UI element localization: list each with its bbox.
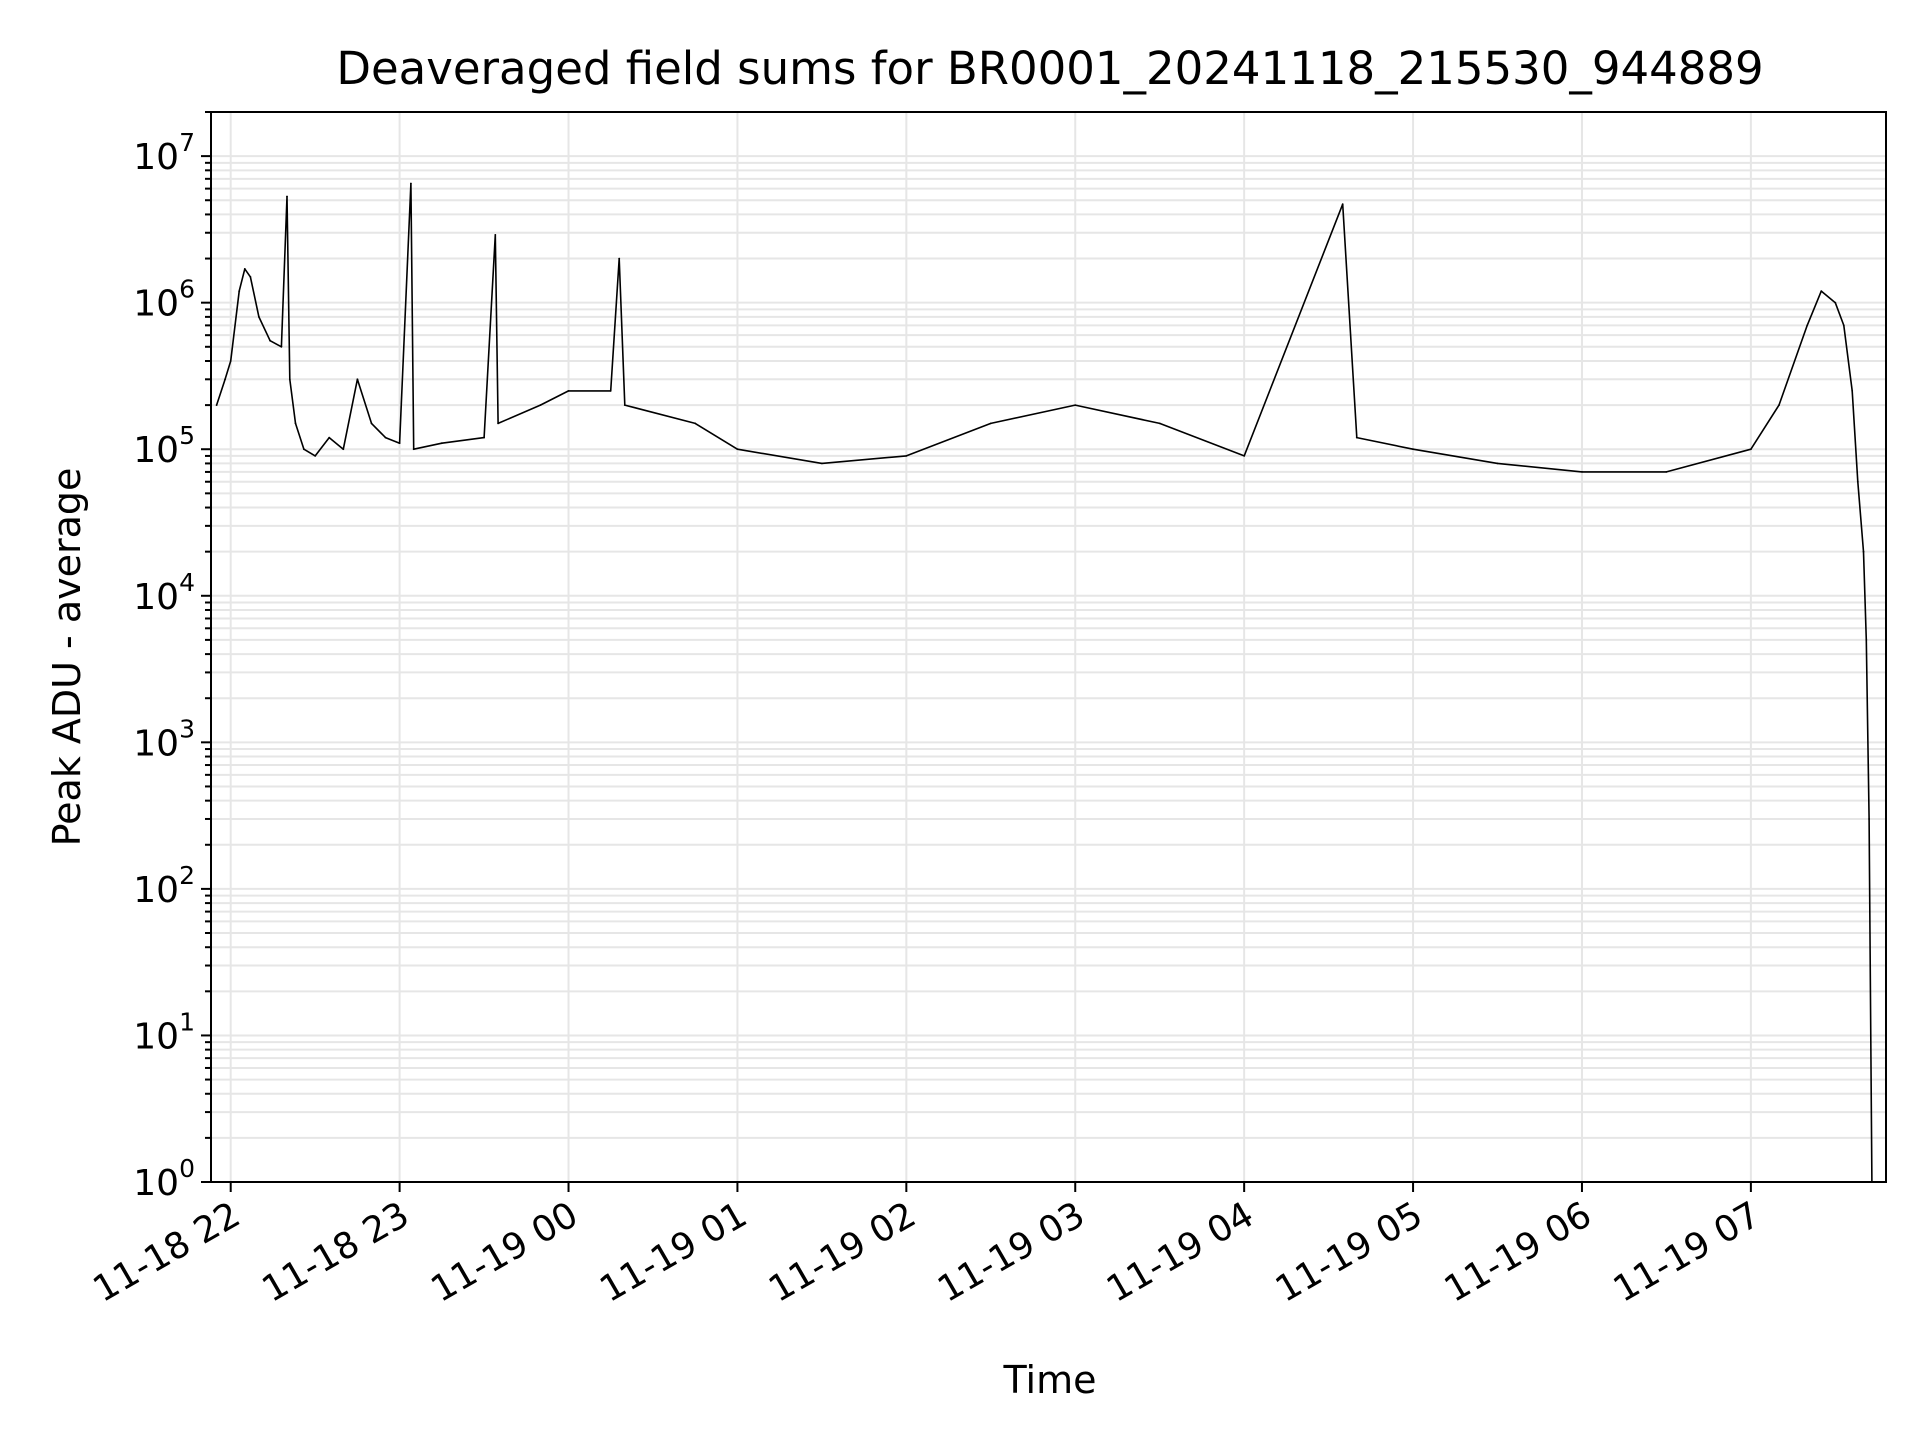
data-point (618, 257, 621, 260)
data-point (1665, 471, 1668, 473)
data-point (494, 234, 497, 236)
data-point (539, 404, 542, 406)
data-point (567, 390, 570, 392)
data-point (1750, 448, 1752, 451)
data-point (1778, 404, 1780, 406)
data-point (1806, 324, 1809, 327)
data-point (384, 436, 387, 439)
data-point (258, 316, 260, 318)
data-point (215, 404, 218, 406)
data-point (1581, 471, 1583, 473)
data-point (609, 390, 612, 392)
data-point (1868, 818, 1870, 820)
data-point (398, 442, 401, 445)
data-point (1341, 203, 1344, 206)
data-point (229, 360, 232, 362)
data-point (342, 448, 345, 451)
data-point (243, 268, 246, 270)
chart-title: Deaveraged field sums for BR0001_2024111… (336, 42, 1763, 95)
data-point (483, 436, 485, 439)
data-point (1412, 448, 1414, 451)
data-point (303, 448, 305, 451)
data-point (905, 455, 908, 457)
data-point (410, 182, 412, 185)
y-tick-label: 106 (133, 275, 195, 325)
x-axis-label: Time (1003, 1358, 1097, 1402)
data-point (280, 345, 283, 348)
data-point (1834, 301, 1837, 304)
data-point (1355, 436, 1358, 439)
data-point (1158, 422, 1161, 425)
data-point (286, 195, 288, 198)
data-point (821, 462, 823, 465)
y-tick-label: 103 (133, 714, 195, 764)
y-tick-label: 107 (133, 128, 195, 178)
data-point (370, 422, 373, 425)
data-point (314, 455, 317, 457)
data-point (269, 339, 271, 342)
data-point (356, 378, 359, 381)
data-point (1496, 462, 1499, 465)
data-point (1074, 404, 1077, 406)
data-point (1865, 639, 1868, 641)
data-point (1243, 455, 1246, 457)
y-tick-label: 100 (133, 1154, 195, 1204)
data-point (440, 442, 443, 445)
y-tick-label: 105 (133, 421, 195, 471)
data-point (288, 378, 291, 381)
data-point (1842, 324, 1845, 327)
data-point (497, 422, 499, 425)
data-point (412, 448, 415, 451)
y-tick-label: 104 (133, 568, 195, 618)
data-point (249, 276, 252, 278)
data-point (1862, 550, 1865, 553)
series-line-group (215, 182, 1873, 1183)
data-point (224, 378, 227, 381)
data-point (989, 422, 992, 425)
y-tick-label: 102 (133, 861, 195, 911)
plot-area-frame (210, 111, 1887, 1183)
y-tick-label: 101 (133, 1007, 195, 1057)
data-point (294, 422, 297, 425)
data-point (238, 290, 241, 292)
data-point (736, 448, 739, 451)
data-point (1851, 390, 1854, 392)
data-point (694, 422, 697, 425)
data-point (1856, 480, 1859, 483)
grid (211, 111, 1886, 1183)
data-point (328, 436, 331, 439)
data-point (1820, 290, 1823, 292)
y-axis-label: Peak ADU - average (45, 468, 89, 847)
data-point (623, 404, 626, 406)
